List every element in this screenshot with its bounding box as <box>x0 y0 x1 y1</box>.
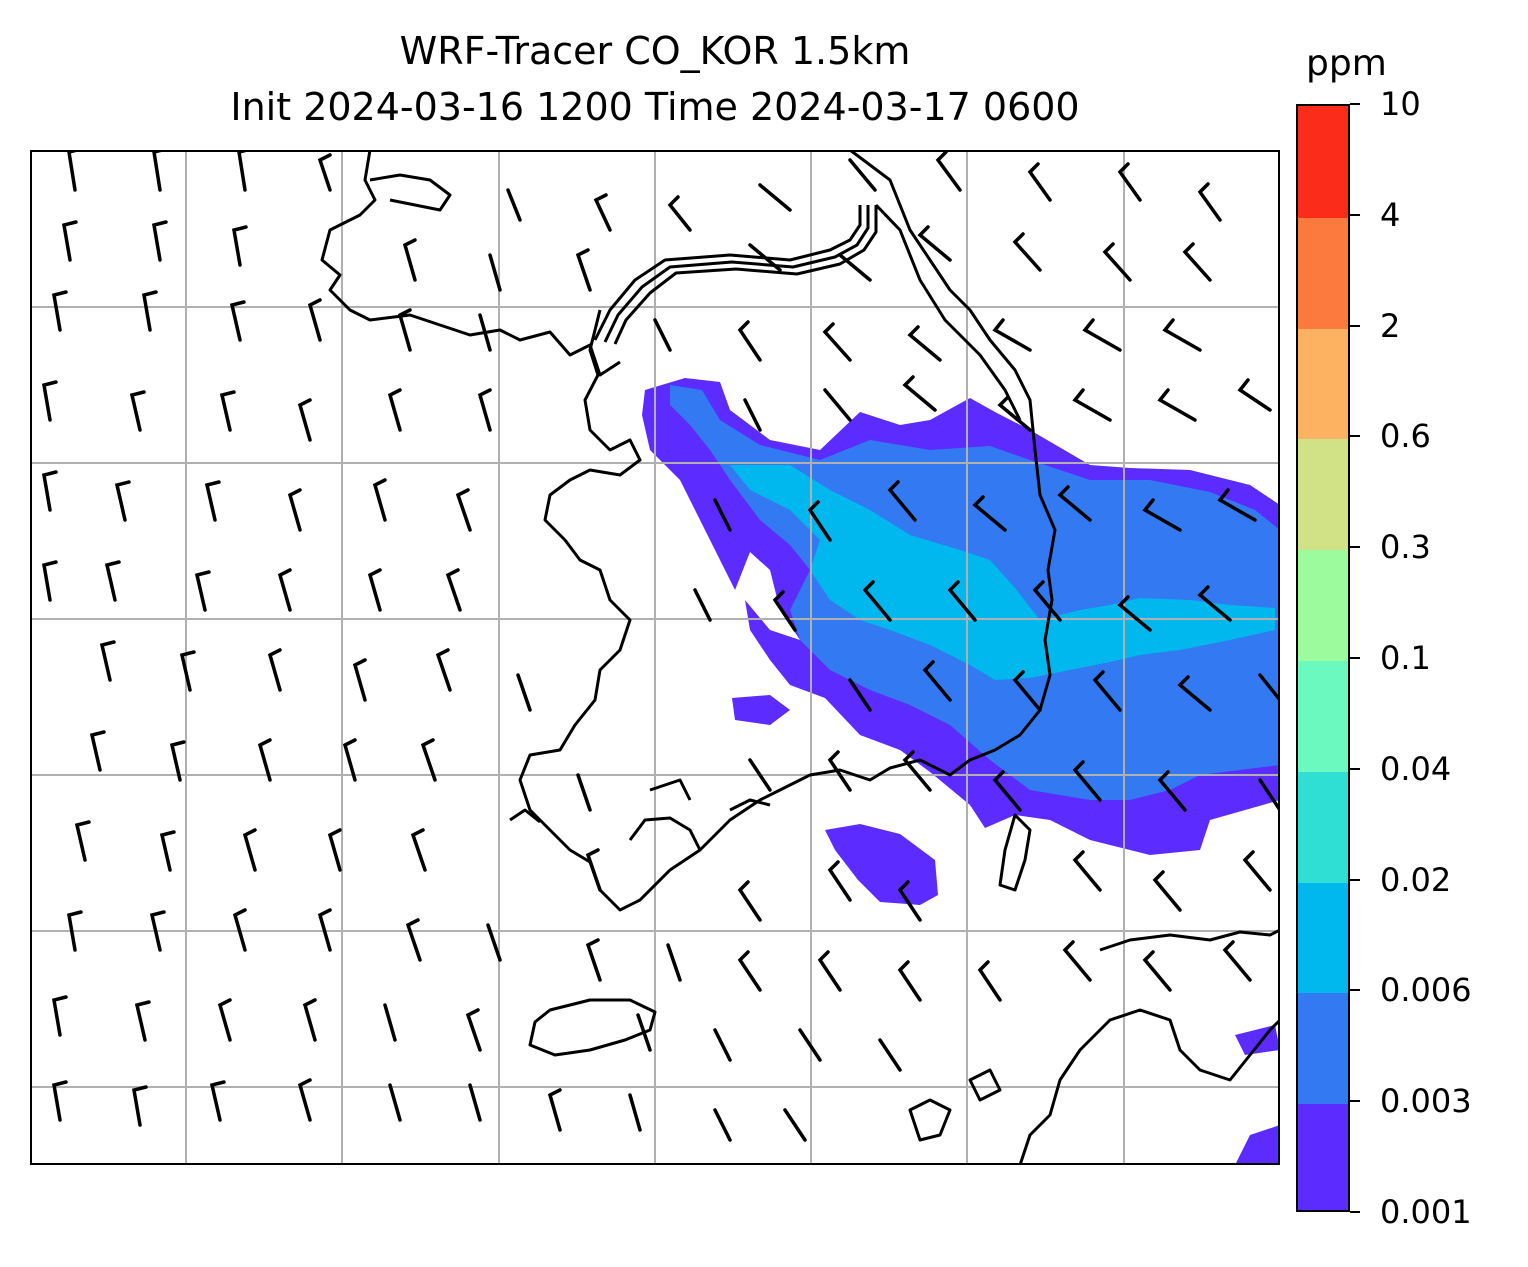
colorbar-tick-label: 0.003 <box>1380 1082 1472 1121</box>
colorbar-unit: ppm <box>1306 43 1387 84</box>
concentration-0.006 <box>730 465 1275 680</box>
dmz-border-2 <box>603 205 870 343</box>
colorbar-tick <box>1350 324 1360 327</box>
map-panel <box>30 150 1280 1165</box>
colorbar-tick <box>1350 435 1360 438</box>
colorbar-segment <box>1298 660 1348 772</box>
colorbar-tick-label: 0.04 <box>1380 749 1452 788</box>
map-title-line1: WRF-Tracer CO_KOR 1.5km <box>399 29 911 73</box>
concentration-0.001-patch <box>825 824 938 905</box>
japan-kyushu <box>1018 1008 1280 1165</box>
colorbar-tick-label: 0.6 <box>1380 417 1431 456</box>
gridlines <box>30 150 1280 1165</box>
map-title-line2: Init 2024-03-16 1200 Time 2024-03-17 060… <box>230 85 1080 129</box>
dmz-border-1 <box>593 205 862 341</box>
nk-east-coast <box>874 203 1022 421</box>
colorbar-tick-label: 0.001 <box>1380 1193 1472 1231</box>
colorbar-segment <box>1298 327 1348 440</box>
colorbar-segment <box>1298 770 1348 883</box>
colorbar-tick <box>1350 657 1360 659</box>
map-frame <box>30 150 1280 1165</box>
colorbar-tick <box>1350 103 1360 105</box>
colorbar-tick-label: 0.3 <box>1380 528 1431 567</box>
colorbar-tick <box>1350 989 1360 992</box>
coastline-nk-west <box>518 309 642 864</box>
colorbar-segment <box>1298 881 1348 994</box>
colorbar-tick <box>1350 767 1360 770</box>
colorbar-tick-label: 4 <box>1380 195 1401 234</box>
colorbar-tick <box>1350 546 1360 549</box>
colorbar-segment <box>1298 992 1348 1105</box>
colorbar <box>1296 104 1350 1212</box>
colorbar-segment <box>1298 549 1348 661</box>
coastline-china-shandong <box>320 150 621 377</box>
colorbar-tick <box>1350 1100 1360 1103</box>
coastline-china-bay <box>369 173 452 212</box>
tsushima-island <box>998 813 1032 892</box>
concentration-0.001-patch <box>732 695 790 725</box>
concentration-field <box>642 378 1280 1165</box>
jeju-island <box>528 998 657 1057</box>
colorbar-tick-label: 0.02 <box>1380 860 1452 899</box>
colorbar-segment <box>1298 1103 1348 1210</box>
colorbar-tick <box>1350 878 1360 881</box>
colorbar-segment <box>1298 106 1348 218</box>
colorbar-tick <box>1350 1211 1360 1213</box>
concentration-0.001-patch <box>1235 1025 1280 1165</box>
colorbar-tick-label: 0.006 <box>1380 971 1472 1010</box>
colorbar-segment <box>1298 216 1348 329</box>
colorbar-tick-label: 10 <box>1380 85 1421 123</box>
colorbar-tick <box>1350 213 1360 216</box>
japan-honshu <box>1099 928 1280 952</box>
wind-barbs <box>42 150 1280 1142</box>
islands-south <box>509 778 1002 1142</box>
colorbar-tick-label: 0.1 <box>1380 639 1431 677</box>
colorbar-tick-label: 2 <box>1380 306 1401 345</box>
colorbar-segment <box>1298 438 1348 551</box>
dmz-border-3 <box>613 205 878 345</box>
